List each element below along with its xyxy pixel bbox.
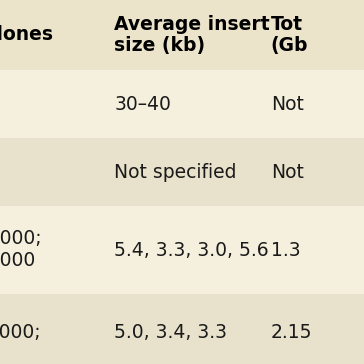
Text: Tot
(Gb: Tot (Gb: [271, 15, 308, 55]
Text: 30–40: 30–40: [114, 95, 171, 114]
Text: 100,000;
100,000: 100,000; 100,000: [0, 229, 41, 270]
Text: 301,000;: 301,000;: [0, 324, 41, 343]
Text: 5.4, 3.3, 3.0, 5.6: 5.4, 3.3, 3.0, 5.6: [114, 241, 269, 260]
Text: Not: Not: [271, 95, 304, 114]
Text: Not specified: Not specified: [114, 162, 237, 182]
Text: 2.15: 2.15: [271, 324, 312, 343]
Bar: [0, 294, 364, 364]
Bar: [0, 206, 364, 294]
Bar: [0, 138, 364, 206]
Text: 1.3: 1.3: [271, 241, 300, 260]
Text: Average insert
size (kb): Average insert size (kb): [114, 15, 270, 55]
Text: Not: Not: [271, 162, 304, 182]
Bar: [0, 0, 364, 70]
Bar: [0, 70, 364, 138]
Text: 5.0, 3.4, 3.3: 5.0, 3.4, 3.3: [114, 324, 227, 343]
Text: of clones: of clones: [0, 25, 53, 44]
